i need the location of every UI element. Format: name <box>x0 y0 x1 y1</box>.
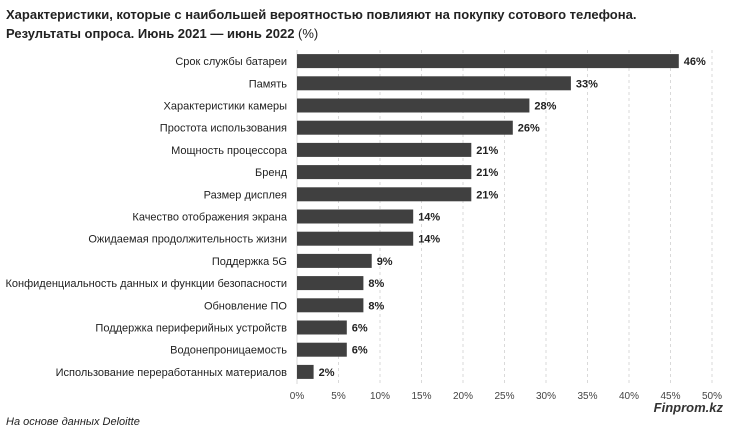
data-label: 33% <box>576 78 598 90</box>
x-tick-label: 25% <box>494 391 514 402</box>
category-label: Качество отображения экрана <box>132 212 287 224</box>
data-label: 46% <box>684 56 706 68</box>
data-label: 6% <box>352 345 368 357</box>
bar <box>297 98 530 113</box>
bar <box>297 54 679 69</box>
x-tick-label: 30% <box>536 391 556 402</box>
data-label: 6% <box>352 323 368 335</box>
x-tick-label: 5% <box>331 391 346 402</box>
data-label: 9% <box>377 256 393 268</box>
category-label: Ожидаемая продолжительность жизни <box>88 234 287 246</box>
data-label: 8% <box>368 300 384 312</box>
bar <box>297 76 571 91</box>
x-tick-label: 20% <box>453 391 473 402</box>
x-tick-label: 10% <box>370 391 390 402</box>
chart-subtitle-period: Результаты опроса. Июнь 2021 — июнь 2022 <box>6 26 295 41</box>
data-label: 21% <box>476 145 498 157</box>
bar <box>297 209 414 224</box>
data-label: 2% <box>319 367 335 379</box>
chart-title: Характеристики, которые с наибольшей вер… <box>6 7 637 22</box>
category-label: Размер дисплея <box>204 189 287 201</box>
bar <box>297 342 347 357</box>
bar <box>297 120 513 135</box>
bar <box>297 142 472 157</box>
bar <box>297 253 372 268</box>
bar <box>297 165 472 180</box>
category-label: Использование переработанных материалов <box>56 367 288 379</box>
bar <box>297 364 314 379</box>
x-tick-label: 0% <box>290 391 305 402</box>
data-label: 21% <box>476 189 498 201</box>
bar <box>297 187 472 202</box>
category-label: Конфиденциальность данных и функции безо… <box>6 278 287 290</box>
chart-header: Характеристики, которые с наибольшей вер… <box>6 5 726 43</box>
category-label: Мощность процессора <box>171 145 288 157</box>
category-label: Поддержка 5G <box>212 256 287 268</box>
data-label: 26% <box>518 123 540 135</box>
data-label: 28% <box>534 101 556 113</box>
data-label: 8% <box>368 278 384 290</box>
x-tick-label: 15% <box>411 391 431 402</box>
bar <box>297 276 364 291</box>
category-label: Память <box>249 78 288 90</box>
bar <box>297 298 364 313</box>
data-label: 14% <box>418 234 440 246</box>
category-label: Характеристики камеры <box>164 101 288 113</box>
bar <box>297 231 414 246</box>
chart-subtitle: Результаты опроса. Июнь 2021 — июнь 2022… <box>6 24 726 43</box>
source-note: На основе данных Deloitte <box>6 416 140 428</box>
category-label: Обновление ПО <box>204 300 287 312</box>
data-label: 14% <box>418 212 440 224</box>
x-tick-label: 40% <box>619 391 639 402</box>
x-tick-label: 35% <box>577 391 597 402</box>
category-label: Бренд <box>255 167 288 179</box>
chart-subtitle-unit: (%) <box>294 26 319 41</box>
x-tick-label: 45% <box>660 391 680 402</box>
category-label: Поддержка периферийных устройств <box>95 323 287 335</box>
category-label: Водонепроницаемость <box>170 345 287 357</box>
bar <box>297 320 347 335</box>
category-label: Простота использования <box>160 123 287 135</box>
brand-logo: Finprom.kz <box>653 400 723 415</box>
category-label: Срок службы батареи <box>175 56 287 68</box>
data-label: 21% <box>476 167 498 179</box>
x-tick-label: 50% <box>702 391 722 402</box>
